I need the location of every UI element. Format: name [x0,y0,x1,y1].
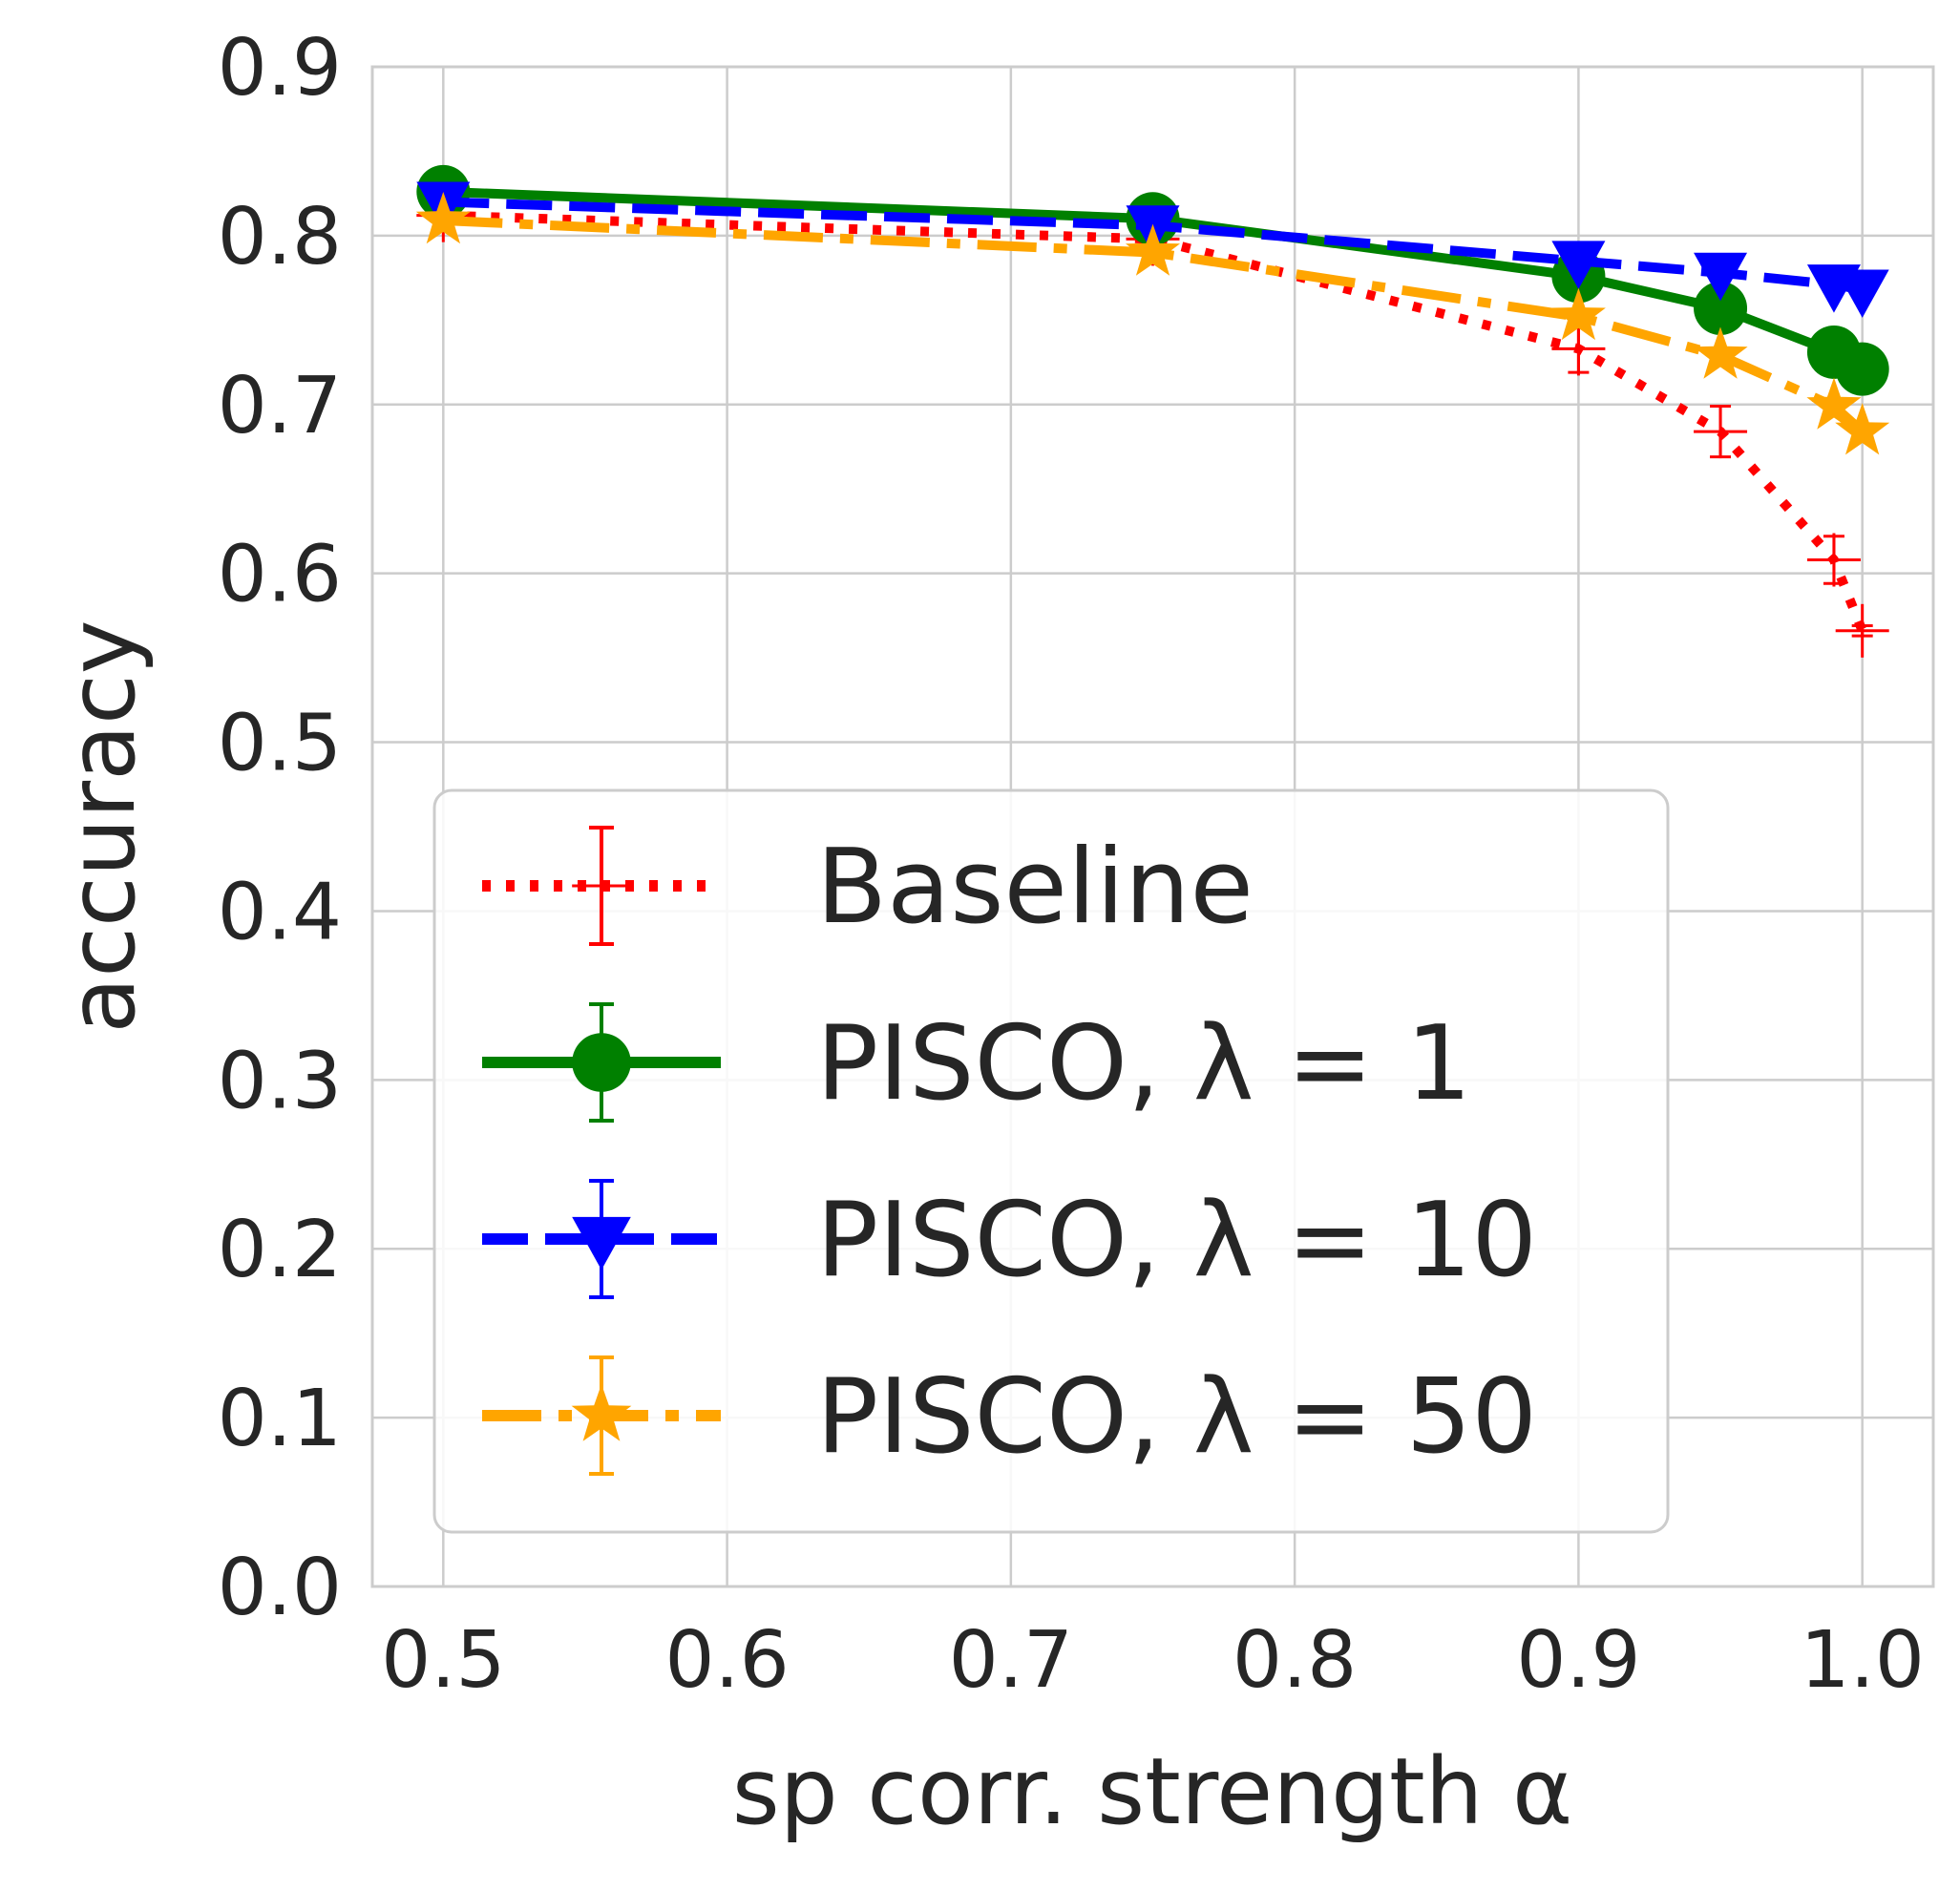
star-marker [1693,326,1748,379]
triangle-marker [572,1216,631,1271]
legend-item-3: PISCO, λ = 50 [482,1355,1537,1477]
star-marker [1550,287,1606,341]
star-marker [1126,223,1180,276]
x-tick-label: 0.9 [1516,1615,1640,1706]
triangle-marker [1694,252,1748,302]
x-axis-label: sp corr. strength α [732,1738,1573,1845]
x-tick-label: 0.6 [664,1615,789,1706]
y-tick-label: 0.7 [218,361,342,452]
x-tick-label: 0.7 [949,1615,1073,1706]
triangle-marker [1551,241,1606,289]
star-marker [415,192,471,244]
legend-label: PISCO, λ = 1 [816,1004,1471,1124]
triangle-marker [1835,269,1889,318]
series [415,164,1890,658]
series-line [443,210,1867,633]
star-marker [1835,403,1890,455]
series-3 [415,192,1890,455]
legend-label: PISCO, λ = 50 [816,1357,1537,1477]
circle-marker [572,1033,631,1092]
legend-label: PISCO, λ = 10 [816,1181,1537,1300]
circle-marker [1835,342,1889,396]
x-tick-label: 0.8 [1233,1615,1357,1706]
legend-item-1: PISCO, λ = 1 [482,1002,1471,1124]
y-tick-label: 0.8 [218,192,342,283]
y-tick-label: 0.5 [218,699,342,789]
circle-marker [1694,281,1748,335]
legend: Baseline PISCO, λ = 1 PISCO, λ = 10 PISCO, … [432,788,1670,1534]
y-tick-label: 0.4 [218,867,342,957]
legend-label: Baseline [816,828,1254,947]
legend-box [432,788,1670,1534]
legend-item-2: PISCO, λ = 10 [482,1179,1537,1300]
star-marker [1806,377,1862,430]
y-tick-label: 0.1 [218,1374,342,1464]
series-1 [416,164,1889,396]
star-marker [571,1384,632,1441]
y-tick-label: 0.3 [218,1036,342,1126]
plot-area [370,65,1935,1588]
tick-labels: 0.5 0.6 0.7 0.8 0.9 1.0 0.0 0.1 0.2 0.3 0.4 0.5 0.6 0… [218,23,1925,1706]
x-tick-label: 1.0 [1800,1615,1924,1706]
y-axis-label: accuracy [49,620,156,1033]
y-tick-label: 0.2 [218,1205,342,1295]
x-tick-label: 0.5 [381,1615,505,1706]
legend-item-0: Baseline [482,826,1254,947]
y-tick-label: 0.6 [218,530,342,620]
y-tick-label: 0.9 [218,23,342,114]
y-tick-label: 0.0 [218,1543,342,1633]
